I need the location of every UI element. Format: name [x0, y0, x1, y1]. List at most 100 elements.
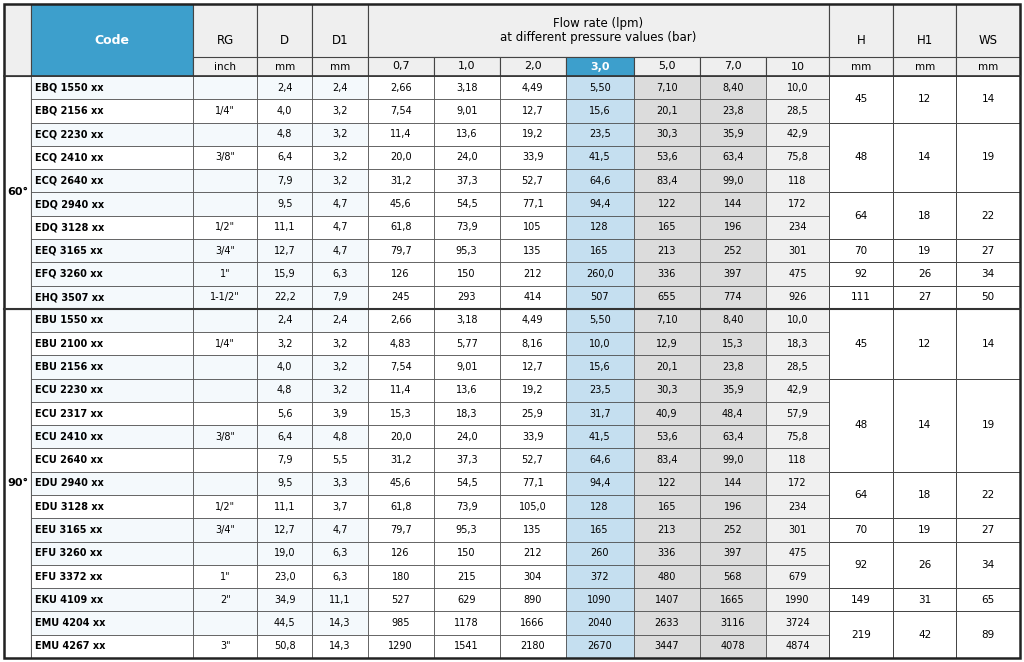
Bar	[257, 216, 312, 239]
Bar	[699, 99, 766, 122]
Bar	[312, 262, 368, 285]
Bar	[766, 57, 829, 76]
Text: 0,7: 0,7	[392, 62, 410, 71]
Bar	[634, 193, 699, 216]
Bar	[766, 565, 829, 588]
Bar	[565, 262, 634, 285]
Bar	[257, 193, 312, 216]
Text: 99,0: 99,0	[722, 175, 743, 186]
Bar	[368, 76, 434, 99]
Bar	[434, 472, 500, 495]
Bar	[634, 635, 699, 658]
Bar	[893, 4, 956, 76]
Text: 301: 301	[788, 525, 807, 535]
Bar	[194, 472, 257, 495]
Bar	[829, 239, 893, 262]
Bar	[766, 588, 829, 612]
Bar	[31, 239, 194, 262]
Text: 19,0: 19,0	[274, 548, 296, 558]
Text: 42,9: 42,9	[786, 129, 808, 139]
Bar	[893, 542, 956, 588]
Bar	[893, 57, 956, 76]
Text: 150: 150	[458, 269, 476, 279]
Bar	[766, 402, 829, 425]
Text: 19: 19	[982, 152, 995, 162]
Bar	[893, 285, 956, 308]
Text: 5,0: 5,0	[658, 62, 676, 71]
Text: 20,1: 20,1	[656, 362, 678, 372]
Text: 6,3: 6,3	[333, 548, 348, 558]
Text: 105: 105	[523, 222, 542, 232]
Text: 3724: 3724	[785, 618, 810, 628]
Text: 34: 34	[982, 560, 995, 570]
Text: 144: 144	[724, 479, 742, 489]
Text: inch: inch	[214, 62, 237, 71]
Bar	[956, 588, 1020, 612]
Text: 3116: 3116	[721, 618, 745, 628]
Text: mm: mm	[330, 62, 350, 71]
Bar	[368, 379, 434, 402]
Text: EBQ 1550 xx: EBQ 1550 xx	[35, 83, 103, 93]
Text: 7,0: 7,0	[724, 62, 741, 71]
Bar	[565, 216, 634, 239]
Bar	[434, 169, 500, 193]
Bar	[312, 565, 368, 588]
Bar	[434, 425, 500, 448]
Text: 15,9: 15,9	[273, 269, 296, 279]
Bar	[500, 99, 565, 122]
Text: EBQ 2156 xx: EBQ 2156 xx	[35, 106, 103, 116]
Bar	[565, 635, 634, 658]
Bar	[699, 193, 766, 216]
Bar	[31, 355, 194, 379]
Bar	[312, 612, 368, 635]
Bar	[312, 122, 368, 146]
Text: 42: 42	[918, 630, 931, 639]
Bar	[257, 565, 312, 588]
Text: 13,6: 13,6	[456, 129, 477, 139]
Bar	[434, 588, 500, 612]
Text: 12,7: 12,7	[521, 106, 544, 116]
Text: 304: 304	[523, 571, 542, 581]
Text: 11,1: 11,1	[274, 502, 296, 512]
Bar	[956, 193, 1020, 239]
Bar	[699, 332, 766, 355]
Text: 4,7: 4,7	[333, 222, 348, 232]
Text: 45: 45	[854, 339, 867, 349]
Text: 22: 22	[982, 211, 995, 220]
Bar	[194, 239, 257, 262]
Text: 15,6: 15,6	[589, 362, 610, 372]
Text: 11,1: 11,1	[330, 594, 351, 605]
Bar	[312, 425, 368, 448]
Text: 6,3: 6,3	[333, 571, 348, 581]
Text: 4,49: 4,49	[522, 83, 544, 93]
Text: 18: 18	[918, 211, 931, 220]
Bar	[829, 76, 893, 122]
Bar	[368, 565, 434, 588]
Text: 629: 629	[458, 594, 476, 605]
Bar	[31, 285, 194, 308]
Bar	[312, 146, 368, 169]
Bar	[368, 262, 434, 285]
Bar	[956, 308, 1020, 379]
Bar	[565, 542, 634, 565]
Bar	[893, 379, 956, 472]
Text: 50: 50	[982, 292, 994, 302]
Bar	[434, 402, 500, 425]
Bar	[368, 518, 434, 542]
Text: 7,54: 7,54	[390, 362, 412, 372]
Bar	[634, 379, 699, 402]
Text: 50,8: 50,8	[273, 641, 296, 651]
Text: 48: 48	[854, 420, 867, 430]
Bar	[257, 332, 312, 355]
Bar	[194, 4, 257, 76]
Bar	[893, 76, 956, 122]
Bar	[634, 122, 699, 146]
Bar	[312, 518, 368, 542]
Bar	[699, 542, 766, 565]
Text: 13,6: 13,6	[456, 385, 477, 395]
Bar	[434, 518, 500, 542]
Bar	[434, 332, 500, 355]
Bar	[31, 4, 194, 76]
Text: 1/4": 1/4"	[215, 106, 236, 116]
Text: 12: 12	[918, 339, 931, 349]
